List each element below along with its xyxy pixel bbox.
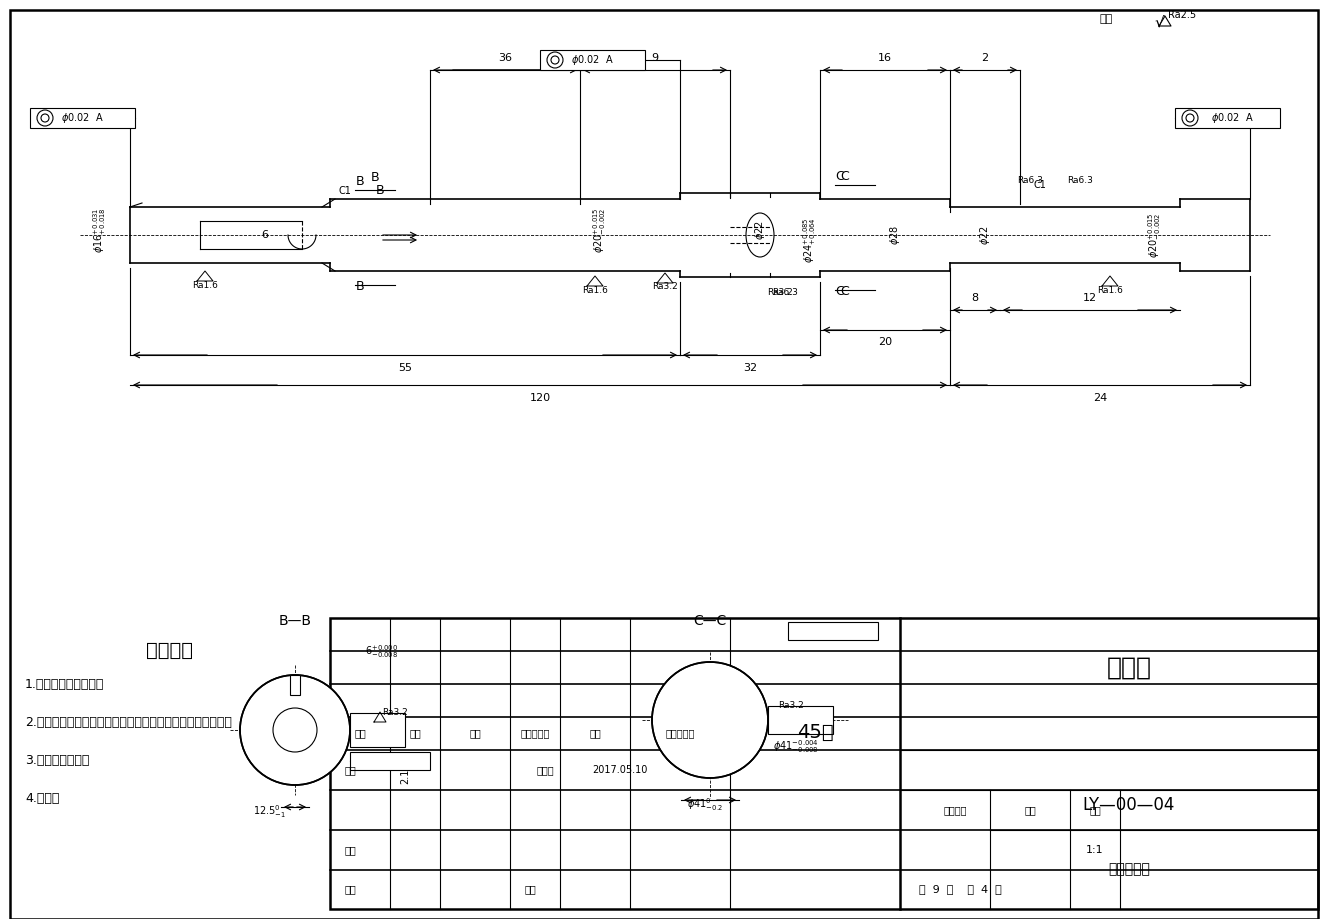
Text: Ra3.2: Ra3.2: [778, 701, 803, 710]
Text: 工艺: 工艺: [345, 884, 357, 894]
Text: 分区: 分区: [469, 729, 481, 739]
Text: 比例: 比例: [1089, 805, 1101, 815]
Text: 其余: 其余: [1100, 14, 1113, 24]
Bar: [351, 752, 430, 770]
Text: ≡  0.01  A: ≡ 0.01 A: [791, 626, 839, 636]
Text: 4.抛光。: 4.抛光。: [25, 792, 60, 805]
Text: 2: 2: [981, 53, 988, 63]
Text: Ra3.2: Ra3.2: [768, 288, 793, 297]
Text: √: √: [1155, 14, 1165, 29]
Text: $\phi$0.02  A: $\phi$0.02 A: [571, 53, 614, 67]
Text: 9: 9: [652, 53, 659, 63]
Text: $12.5^{0}_{-1}$: $12.5^{0}_{-1}$: [254, 803, 287, 820]
Text: 32: 32: [742, 363, 757, 373]
Text: 签名: 签名: [590, 729, 600, 739]
Text: $\phi$20$^{+0.015}_{-0.002}$: $\phi$20$^{+0.015}_{-0.002}$: [591, 207, 608, 253]
Text: 2.零件加工表面上不应有划痕、擦伤等损伤零件表面的缺陷；: 2.零件加工表面上不应有划痕、擦伤等损伤零件表面的缺陷；: [25, 717, 232, 730]
Bar: [31, 108, 135, 128]
Text: Ra6.3: Ra6.3: [1068, 176, 1093, 185]
Text: 标准化: 标准化: [537, 765, 554, 775]
Text: 更改文件号: 更改文件号: [521, 729, 550, 739]
Bar: [768, 706, 833, 734]
Circle shape: [274, 708, 317, 752]
Text: 批准: 批准: [525, 884, 537, 894]
Text: Ra6.3: Ra6.3: [772, 288, 798, 297]
Text: 1:1: 1:1: [1086, 845, 1104, 855]
Text: 2017.05.10: 2017.05.10: [592, 765, 648, 775]
Text: $\phi$16$^{+0.031}_{+0.018}$: $\phi$16$^{+0.031}_{+0.018}$: [92, 207, 109, 253]
Text: 重量: 重量: [1024, 805, 1036, 815]
Text: 20: 20: [878, 337, 892, 347]
Text: 处数: 处数: [409, 729, 421, 739]
Text: C: C: [841, 285, 849, 298]
Text: LY—00—04: LY—00—04: [1082, 796, 1175, 814]
Text: 第一角画法: 第一角画法: [1108, 863, 1150, 877]
Text: Ra1.6: Ra1.6: [193, 281, 218, 290]
Text: $\phi$24$^{+0.085}_{+0.064}$: $\phi$24$^{+0.085}_{+0.064}$: [802, 217, 818, 263]
Text: 审核: 审核: [345, 845, 357, 855]
Text: $\phi$22: $\phi$22: [977, 225, 992, 245]
Text: C: C: [835, 285, 845, 298]
Text: 年、月、日: 年、月、日: [665, 729, 695, 739]
Text: 24: 24: [1093, 393, 1108, 403]
Text: 0.01: 0.01: [376, 756, 397, 766]
Text: $\phi$41$^{-0.004}_{-0.008}$: $\phi$41$^{-0.004}_{-0.008}$: [773, 738, 819, 755]
Text: 标记: 标记: [355, 729, 367, 739]
Text: C: C: [835, 170, 845, 183]
Text: $\phi$0.02  A: $\phi$0.02 A: [61, 111, 104, 125]
Circle shape: [240, 675, 351, 785]
Text: $\phi$22: $\phi$22: [753, 220, 768, 240]
Text: 16: 16: [878, 53, 892, 63]
Text: Ra1.6: Ra1.6: [582, 286, 608, 295]
Text: 车轮轴: 车轮轴: [1106, 655, 1151, 679]
Text: B: B: [356, 175, 364, 188]
Text: C: C: [841, 170, 849, 183]
Text: B—B: B—B: [279, 614, 312, 628]
Bar: [290, 675, 300, 695]
Bar: [540, 50, 645, 70]
Text: Ra3.2: Ra3.2: [382, 708, 408, 717]
Text: B: B: [371, 171, 380, 184]
Text: C1: C1: [339, 186, 352, 196]
Text: Ra1.6: Ra1.6: [1097, 286, 1123, 295]
Text: 共  9  张    第  4  张: 共 9 张 第 4 张: [919, 884, 1001, 894]
Text: 技术要求: 技术要求: [146, 641, 194, 660]
Text: 36: 36: [498, 53, 513, 63]
Text: 1.零件要求去氧化皮；: 1.零件要求去氧化皮；: [25, 678, 105, 691]
Text: B: B: [356, 280, 364, 293]
Text: $\phi$20$^{+0.015}_{-0.002}$: $\phi$20$^{+0.015}_{-0.002}$: [1146, 212, 1163, 258]
Text: B: B: [376, 184, 384, 197]
Bar: [1175, 108, 1280, 128]
Text: 120: 120: [530, 393, 551, 403]
Text: Ra2.5: Ra2.5: [1169, 10, 1197, 20]
Text: Ra3.2: Ra3.2: [652, 282, 677, 291]
Text: $\phi$41$^{0}_{-0.2}$: $\phi$41$^{0}_{-0.2}$: [687, 796, 724, 813]
Text: Ra6.3: Ra6.3: [1017, 176, 1042, 185]
Text: A: A: [402, 756, 409, 766]
Circle shape: [652, 662, 768, 778]
Text: ≡: ≡: [363, 756, 371, 766]
Text: 6: 6: [262, 230, 268, 240]
Text: C—C: C—C: [693, 614, 726, 628]
Text: 设计: 设计: [345, 765, 357, 775]
Text: C1: C1: [1033, 180, 1046, 190]
Bar: [351, 713, 405, 747]
Text: $6^{+0.000}_{-0.008}$: $6^{+0.000}_{-0.008}$: [365, 643, 398, 660]
Text: 55: 55: [398, 363, 412, 373]
Bar: [788, 622, 878, 640]
Text: $\phi$28: $\phi$28: [888, 225, 902, 245]
Text: 12: 12: [1082, 293, 1097, 303]
Text: 45钢: 45钢: [797, 722, 833, 742]
Text: 3.去除毛刺飞边；: 3.去除毛刺飞边；: [25, 754, 89, 767]
Text: 2.106: 2.106: [400, 756, 410, 784]
Text: 8: 8: [972, 293, 979, 303]
Text: $\phi$0.02  A: $\phi$0.02 A: [1211, 111, 1254, 125]
Bar: [329, 618, 1317, 909]
Text: 阶段标记: 阶段标记: [943, 805, 967, 815]
